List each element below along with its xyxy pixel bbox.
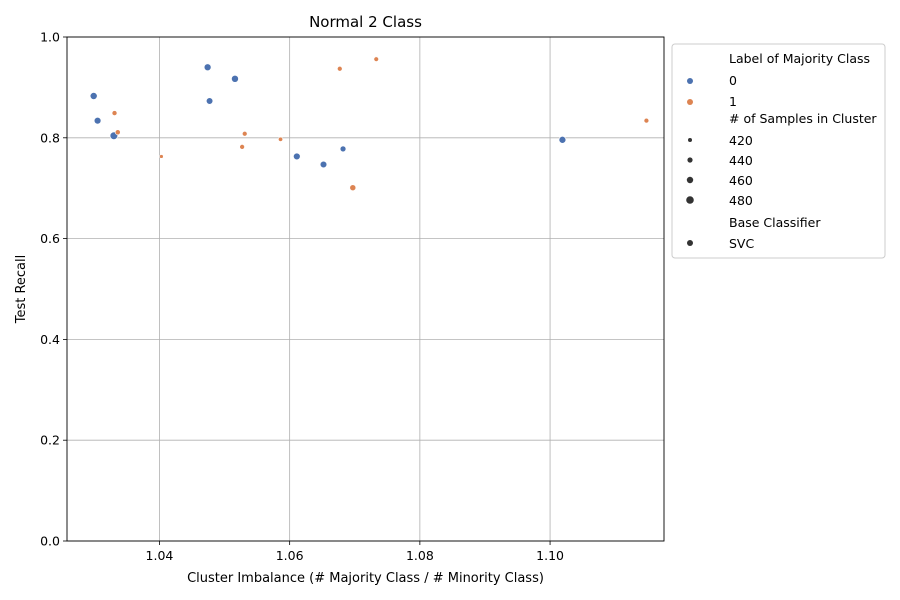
x-tick-label: 1.10 bbox=[536, 548, 564, 563]
data-point-class-1 bbox=[159, 154, 164, 159]
y-tick-label: 0.0 bbox=[40, 534, 60, 549]
data-point-class-1 bbox=[643, 117, 650, 124]
y-tick-label: 1.0 bbox=[40, 30, 60, 45]
legend-style-title: Base Classifier bbox=[729, 215, 821, 230]
x-tick-label: 1.08 bbox=[406, 548, 434, 563]
legend-size-label-440: 440 bbox=[729, 153, 753, 168]
data-point-class-0 bbox=[203, 63, 212, 71]
legend-style-label-svc: SVC bbox=[729, 236, 754, 251]
x-axis-title: Cluster Imbalance (# Majority Class / # … bbox=[187, 571, 544, 586]
data-point-class-0 bbox=[339, 145, 347, 153]
y-tick-label: 0.2 bbox=[40, 433, 60, 448]
data-point-class-0 bbox=[93, 116, 102, 125]
legend-hue-title: Label of Majority Class bbox=[729, 51, 870, 66]
y-axis: 0.0 0.2 0.4 0.6 0.8 1.0 bbox=[40, 30, 67, 549]
legend: Label of Majority Class 0 1 # of Samples… bbox=[671, 43, 886, 259]
data-point-class-1 bbox=[239, 144, 245, 150]
legend-hue-label-1: 1 bbox=[729, 94, 737, 109]
data-point-class-1 bbox=[349, 184, 357, 192]
legend-hue-marker-1 bbox=[687, 99, 693, 105]
legend-size-label-460: 460 bbox=[729, 173, 753, 188]
legend-size-label-420: 420 bbox=[729, 133, 753, 148]
data-point-class-1 bbox=[241, 131, 248, 137]
data-point-class-1 bbox=[278, 136, 284, 142]
y-tick-label: 0.8 bbox=[40, 130, 60, 145]
legend-style-marker-svc bbox=[687, 240, 693, 246]
legend-size-marker-480 bbox=[686, 196, 694, 204]
data-point-class-1 bbox=[373, 56, 379, 62]
legend-size-marker-440 bbox=[687, 157, 693, 163]
x-tick-label: 1.06 bbox=[276, 548, 304, 563]
legend-size-marker-460 bbox=[686, 176, 694, 184]
data-point-class-1 bbox=[114, 129, 121, 136]
x-tick-label: 1.04 bbox=[146, 548, 174, 563]
y-tick-label: 0.4 bbox=[40, 332, 60, 347]
legend-size-label-480: 480 bbox=[729, 193, 753, 208]
plot-area-frame bbox=[66, 36, 665, 542]
data-point-class-0 bbox=[231, 75, 239, 83]
data-point-class-1 bbox=[337, 66, 343, 72]
legend-size-marker-420 bbox=[688, 138, 692, 142]
x-axis: 1.04 1.06 1.08 1.10 bbox=[146, 541, 564, 563]
data-point-class-0 bbox=[205, 97, 214, 105]
legend-box bbox=[671, 43, 886, 259]
legend-hue-marker-0 bbox=[687, 78, 693, 84]
legend-hue-label-0: 0 bbox=[729, 73, 737, 88]
data-points bbox=[89, 56, 650, 192]
data-point-class-0 bbox=[293, 152, 301, 161]
data-point-class-0 bbox=[558, 136, 567, 144]
data-point-class-0 bbox=[319, 160, 328, 169]
data-point-class-1 bbox=[111, 110, 118, 116]
y-tick-label: 0.6 bbox=[40, 231, 60, 246]
y-axis-title: Test Recall bbox=[14, 255, 29, 325]
legend-size-title: # of Samples in Cluster bbox=[729, 111, 877, 126]
chart-title: Normal 2 Class bbox=[309, 13, 422, 31]
data-point-class-0 bbox=[89, 92, 98, 100]
